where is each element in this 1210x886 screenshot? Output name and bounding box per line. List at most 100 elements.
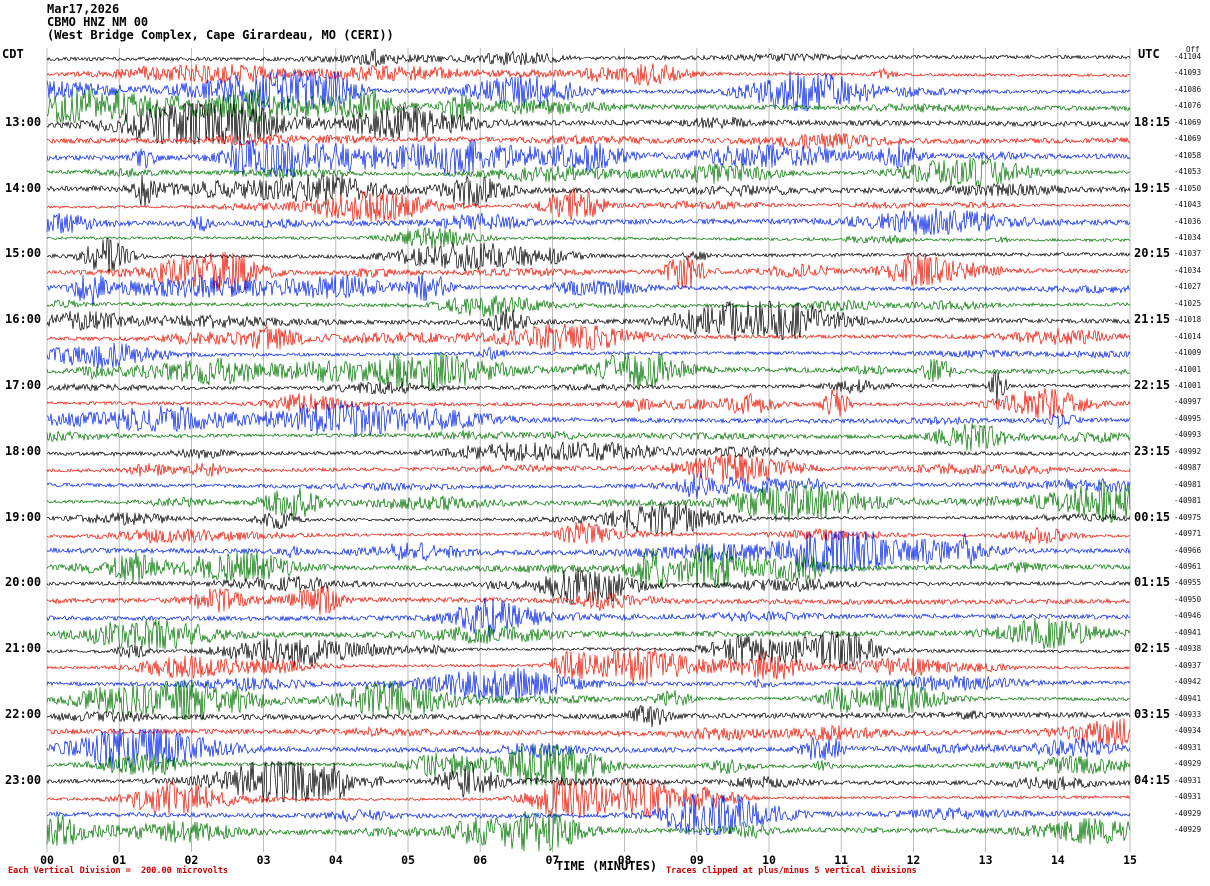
left-timezone-label: CDT — [2, 47, 24, 61]
trace-row-22 — [46, 400, 1131, 437]
x-axis-title: TIME (MINUTES) — [556, 859, 658, 873]
dc-offset-label: -40946 — [1174, 611, 1202, 621]
dc-offset-label: -41036 — [1174, 216, 1202, 226]
trace-row-32 — [46, 566, 1131, 605]
trace-row-23 — [46, 423, 1131, 451]
trace-row-9 — [46, 187, 1131, 223]
trace-row-47 — [46, 811, 1131, 852]
cdt-hour-label: 14:00 — [5, 180, 42, 195]
trace-row-39 — [46, 679, 1131, 720]
dc-offset-label: -40971 — [1174, 529, 1202, 539]
utc-hour-label: 22:15 — [1134, 378, 1171, 392]
dc-offset-label: -41001 — [1174, 364, 1202, 374]
utc-hour-label: 20:15 — [1134, 246, 1171, 261]
trace-row-41 — [46, 718, 1131, 746]
utc-hour-label: 02:15 — [1134, 641, 1171, 656]
header-station: CBMO HNZ NM 00 — [47, 15, 149, 29]
utc-hour-label: 03:15 — [1134, 707, 1171, 721]
dc-offset-label: -40950 — [1174, 594, 1202, 604]
dc-offset-label: -41034 — [1174, 232, 1202, 242]
trace-row-34 — [46, 598, 1131, 638]
dc-offset-label: -41009 — [1174, 348, 1202, 358]
dc-offset-label: -41025 — [1174, 298, 1202, 308]
dc-offset-label: -41014 — [1174, 331, 1202, 341]
dc-offset-label: -41027 — [1174, 282, 1202, 292]
trace-row-35 — [46, 617, 1131, 651]
dc-offset-label: -41001 — [1174, 381, 1202, 390]
trace-row-26 — [46, 472, 1131, 499]
dc-offset-label: -41037 — [1174, 249, 1202, 259]
dc-offset-label: -41034 — [1174, 265, 1202, 275]
dc-offset-label: -40941 — [1174, 693, 1202, 703]
trace-row-15 — [46, 295, 1131, 318]
trace-row-19 — [46, 351, 1131, 391]
trace-row-42 — [46, 728, 1131, 769]
trace-row-8 — [46, 174, 1131, 207]
cdt-hour-label: 15:00 — [5, 246, 42, 261]
x-tick-label: 15 — [1123, 853, 1137, 867]
trace-row-30 — [46, 530, 1131, 573]
dc-offset-column-header: Off — [1186, 45, 1200, 54]
trace-row-24 — [46, 441, 1131, 462]
trace-row-37 — [46, 646, 1131, 685]
dc-offset-label: -40975 — [1174, 512, 1202, 522]
x-tick-label: 09 — [689, 853, 704, 867]
dc-offset-label: -41018 — [1174, 315, 1202, 325]
dc-offset-label: -40942 — [1174, 677, 1202, 687]
utc-hour-label: 19:15 — [1134, 180, 1171, 195]
x-tick-label: 01 — [112, 853, 127, 867]
cdt-hour-label: 17:00 — [5, 378, 42, 392]
trace-row-45 — [46, 778, 1131, 819]
x-tick-label: 07 — [545, 853, 560, 867]
cdt-hour-label: 13:00 — [5, 114, 42, 129]
dc-offset-label: -40987 — [1174, 463, 1202, 473]
x-tick-label: 00 — [40, 853, 54, 867]
utc-hour-label: 01:15 — [1134, 575, 1171, 590]
trace-row-31 — [46, 547, 1131, 589]
trace-row-13 — [46, 251, 1131, 292]
dc-offset-label: -41093 — [1174, 68, 1202, 78]
dc-offset-label: -41069 — [1174, 117, 1202, 127]
trace-row-40 — [46, 704, 1131, 728]
trace-row-21 — [46, 388, 1131, 420]
trace-row-18 — [46, 342, 1131, 369]
trace-row-38 — [46, 667, 1131, 701]
utc-hour-label: 04:15 — [1134, 772, 1171, 787]
footer-scale-note: Each Vertical Division = 200.00 microvol… — [8, 866, 229, 876]
trace-row-36 — [46, 631, 1131, 669]
trace-row-4 — [46, 103, 1131, 145]
dc-offset-label: -40997 — [1174, 397, 1202, 407]
dc-offset-label: -41104 — [1174, 52, 1202, 61]
utc-hour-label: 18:15 — [1134, 114, 1171, 129]
trace-row-10 — [46, 207, 1131, 236]
trace-row-33 — [46, 585, 1131, 615]
trace-row-0 — [46, 48, 1131, 67]
x-tick-label: 08 — [617, 853, 632, 867]
dc-offset-label: -40931 — [1174, 775, 1202, 785]
trace-row-17 — [46, 323, 1131, 352]
dc-offset-label: -40931 — [1174, 742, 1202, 752]
dc-offset-label: -40929 — [1174, 759, 1202, 769]
dc-offset-label: -41086 — [1174, 84, 1202, 94]
trace-row-46 — [46, 794, 1131, 836]
dc-offset-label: -40937 — [1174, 660, 1202, 670]
x-tick-label: 05 — [401, 853, 415, 867]
x-tick-label: 04 — [328, 853, 343, 867]
trace-row-5 — [46, 132, 1131, 150]
dc-offset-label: -40961 — [1174, 561, 1202, 571]
trace-row-44 — [46, 760, 1131, 803]
cdt-hour-label: 19:00 — [5, 509, 42, 524]
header-date: Mar17,2026 — [47, 2, 120, 16]
dc-offset-label: -41050 — [1174, 183, 1202, 193]
trace-row-11 — [46, 226, 1131, 249]
dc-offset-label: -40933 — [1174, 710, 1202, 719]
dc-offset-label: -40981 — [1174, 479, 1202, 489]
x-tick-label: 12 — [906, 853, 921, 867]
trace-row-29 — [46, 521, 1131, 544]
dc-offset-label: -40955 — [1174, 578, 1202, 588]
trace-row-7 — [46, 157, 1131, 188]
dc-offset-label: -40931 — [1174, 792, 1202, 802]
trace-row-20 — [46, 370, 1131, 404]
